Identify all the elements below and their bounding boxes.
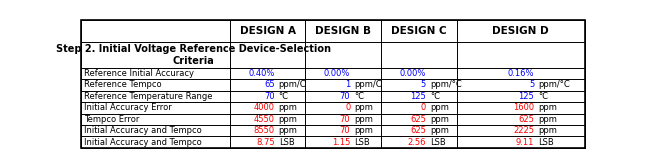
Text: °C: °C [279,92,289,101]
Text: DESIGN C: DESIGN C [391,26,447,36]
Text: 0.16%: 0.16% [508,69,534,78]
Text: 8550: 8550 [254,126,275,135]
Text: 1.15: 1.15 [332,138,350,147]
Text: 125: 125 [410,92,426,101]
Text: ppm: ppm [279,126,298,135]
Text: DESIGN B: DESIGN B [315,26,371,36]
Text: 0: 0 [421,103,426,112]
Text: 4000: 4000 [254,103,275,112]
Text: 8.75: 8.75 [256,138,275,147]
Text: ppm: ppm [538,126,557,135]
Text: 125: 125 [519,92,534,101]
Text: °C: °C [430,92,440,101]
Text: Reference Temperature Range: Reference Temperature Range [84,92,213,101]
Text: LSB: LSB [430,138,446,147]
Text: ppm: ppm [538,115,557,124]
Text: Reference Tempco: Reference Tempco [84,81,161,89]
Text: 2.56: 2.56 [408,138,426,147]
Text: 9.11: 9.11 [516,138,534,147]
Text: 65: 65 [264,81,275,89]
Text: °C: °C [354,92,364,101]
Text: ppm: ppm [430,126,448,135]
Text: Reference Initial Accuracy: Reference Initial Accuracy [84,69,194,78]
Text: 1: 1 [345,81,350,89]
Text: LSB: LSB [354,138,370,147]
Text: LSB: LSB [279,138,294,147]
Text: 5: 5 [529,81,534,89]
Text: Initial Accuracy and Tempco: Initial Accuracy and Tempco [84,138,202,147]
Text: LSB: LSB [538,138,554,147]
Text: 625: 625 [410,115,426,124]
Text: 2225: 2225 [513,126,534,135]
Text: ppm: ppm [279,103,298,112]
Text: ppm: ppm [279,115,298,124]
Text: DESIGN D: DESIGN D [493,26,549,36]
Text: ppm: ppm [354,115,373,124]
Text: 0.40%: 0.40% [248,69,275,78]
Text: ppm: ppm [354,126,373,135]
Text: DESIGN A: DESIGN A [240,26,296,36]
Text: 70: 70 [264,92,275,101]
Text: Tempco Error: Tempco Error [84,115,139,124]
Text: 4550: 4550 [254,115,275,124]
Text: 5: 5 [421,81,426,89]
Text: ppm: ppm [430,103,448,112]
Text: 0.00%: 0.00% [324,69,350,78]
Text: 625: 625 [410,126,426,135]
Text: ppm/°C: ppm/°C [538,81,570,89]
Text: 0: 0 [345,103,350,112]
Text: Step 2. Initial Voltage Reference Device-Selection
Criteria: Step 2. Initial Voltage Reference Device… [56,44,331,66]
Text: ppm: ppm [354,103,373,112]
Text: ppm: ppm [430,115,448,124]
Text: 70: 70 [340,126,350,135]
Text: ppm/C: ppm/C [354,81,382,89]
Text: 1600: 1600 [513,103,534,112]
Text: Initial Accuracy Error: Initial Accuracy Error [84,103,172,112]
Text: ppm: ppm [538,103,557,112]
Text: 625: 625 [518,115,534,124]
Text: 0.00%: 0.00% [400,69,426,78]
Text: Initial Accuracy and Tempco: Initial Accuracy and Tempco [84,126,202,135]
Text: 70: 70 [340,115,350,124]
Text: 70: 70 [340,92,350,101]
Text: ppm/°C: ppm/°C [430,81,462,89]
Text: ppm/C: ppm/C [279,81,306,89]
Text: °C: °C [538,92,548,101]
